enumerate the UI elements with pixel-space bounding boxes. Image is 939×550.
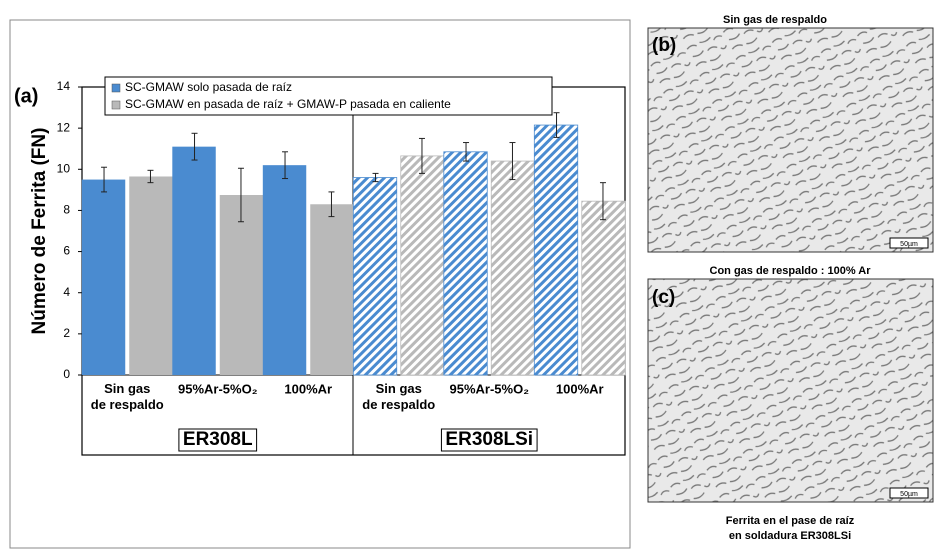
bar — [490, 160, 536, 376]
bar — [443, 151, 488, 376]
y-tick-label: 4 — [63, 285, 70, 299]
scale-bar — [889, 237, 929, 249]
micrograph — [647, 278, 934, 503]
y-axis-label: Número de Ferrita (FN) — [29, 128, 50, 335]
x-tick-label: 95%Ar-5%O₂ — [450, 381, 530, 396]
scale-label: 50µm — [900, 491, 918, 498]
y-tick-label: 2 — [63, 326, 70, 340]
caption: Ferrita en el pase de raíz — [726, 515, 855, 527]
bar — [262, 165, 307, 375]
x-tick-label: 95%Ar-5%O₂ — [178, 381, 258, 396]
y-tick-label: 6 — [63, 244, 70, 258]
bar — [81, 179, 126, 375]
bar — [172, 146, 216, 375]
bar — [581, 200, 626, 376]
bar — [129, 176, 173, 375]
x-tick-label: 100%Ar — [556, 381, 604, 396]
bar — [400, 155, 445, 376]
y-tick-label: 0 — [63, 367, 70, 381]
bar — [352, 177, 398, 376]
scale-label: 50µm — [900, 241, 918, 248]
x-tick-label: 100%Ar — [284, 381, 332, 396]
caption: en soldadura ER308LSi — [729, 530, 851, 542]
group-label-box — [178, 428, 258, 452]
x-tick-label: Sin gas de respaldo — [91, 381, 164, 412]
y-tick-label: 8 — [63, 203, 70, 217]
group-label-box — [440, 428, 538, 452]
micrograph-label: (c) — [652, 287, 675, 308]
y-tick-label: 10 — [57, 161, 71, 175]
bar — [310, 204, 354, 375]
legend-swatch — [111, 100, 121, 110]
bar — [219, 195, 264, 375]
micrograph-label: (b) — [652, 35, 676, 56]
micrograph-title: Con gas de respaldo : 100% Ar — [710, 265, 872, 277]
panel-frame — [9, 19, 631, 549]
scale-bar — [889, 487, 929, 499]
legend-label: SC-GMAW en pasada de raíz + GMAW-P pasad… — [125, 97, 451, 111]
panel-label: (a) — [14, 85, 38, 107]
y-tick-label: 14 — [57, 79, 71, 93]
x-tick-label: Sin gas de respaldo — [362, 381, 435, 412]
legend-label: SC-GMAW solo pasada de raíz — [125, 80, 292, 94]
bar — [533, 124, 579, 376]
y-tick-label: 12 — [57, 120, 71, 134]
group-label: ER308LSi — [445, 429, 533, 450]
legend-box — [104, 76, 553, 116]
group-label: ER308L — [183, 429, 253, 450]
micrograph — [647, 27, 934, 253]
micrograph-title: Sin gas de respaldo — [723, 14, 827, 26]
legend-swatch — [111, 83, 121, 93]
